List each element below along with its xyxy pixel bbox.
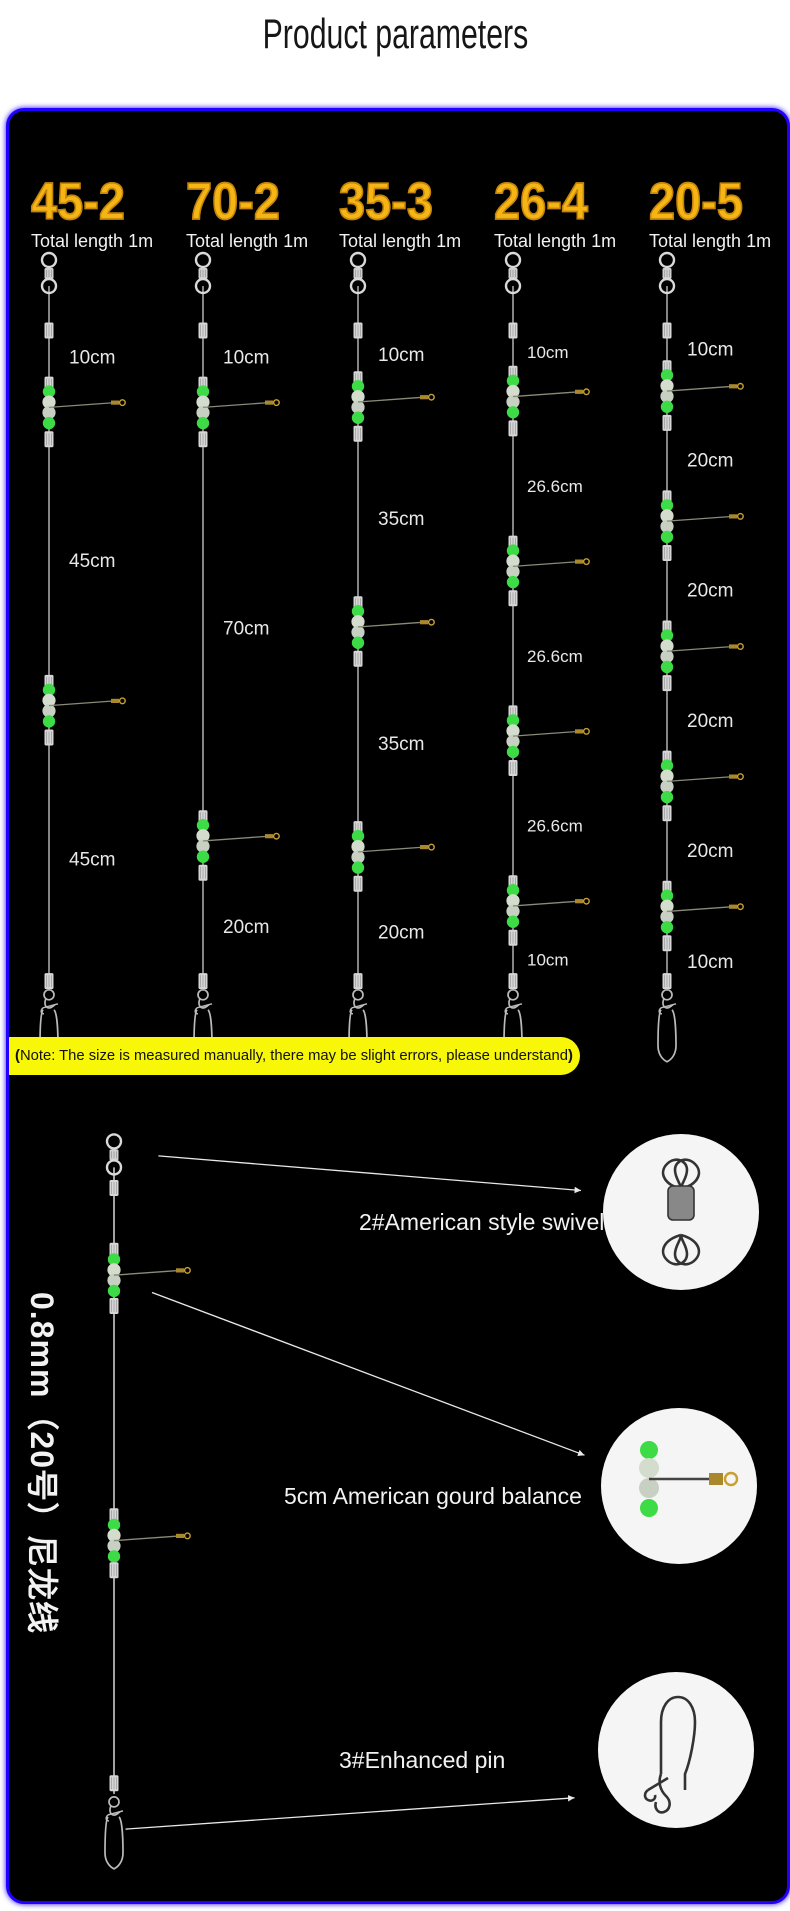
svg-text:10cm: 10cm [687,952,733,973]
svg-text:20cm: 20cm [687,711,733,732]
svg-text:10cm: 10cm [378,345,424,366]
svg-text:20cm: 20cm [687,841,733,862]
svg-text:10cm: 10cm [687,339,733,360]
svg-text:20cm: 20cm [378,922,424,943]
svg-text:35cm: 35cm [378,734,424,755]
svg-text:10cm: 10cm [527,343,569,362]
svg-text:26.6cm: 26.6cm [527,477,583,496]
svg-text:10cm: 10cm [527,950,569,969]
svg-text:45cm: 45cm [69,551,115,572]
svg-text:10cm: 10cm [223,348,269,369]
svg-text:10cm: 10cm [69,348,115,369]
svg-text:35cm: 35cm [378,509,424,530]
svg-text:20cm: 20cm [223,917,269,938]
svg-text:45cm: 45cm [69,849,115,870]
svg-text:20cm: 20cm [687,581,733,602]
svg-text:26.6cm: 26.6cm [527,817,583,836]
svg-text:70cm: 70cm [223,619,269,640]
svg-text:26.6cm: 26.6cm [527,647,583,666]
svg-text:20cm: 20cm [687,451,733,472]
